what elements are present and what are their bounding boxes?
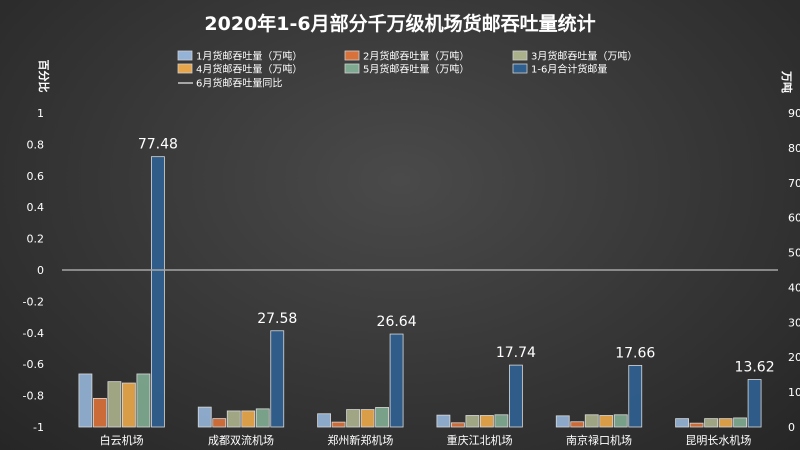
category-labels: 白云机场 成都双流机场 郑州新郑机场 重庆江北机场 南京禄口机场 昆明长水机场 bbox=[100, 433, 752, 447]
category-label: 白云机场 bbox=[100, 433, 144, 447]
legend-label: 5月货邮吞吐量（万吨） bbox=[363, 63, 469, 76]
data-labels: 77.48 27.58 26.64 17.74 17.66 13.62 bbox=[138, 137, 775, 376]
bar bbox=[331, 421, 346, 428]
bar bbox=[689, 422, 704, 428]
right-axis-ticks: 90 80 70 60 50 40 30 20 10 0 bbox=[788, 107, 800, 434]
bar bbox=[78, 373, 93, 428]
left-tick-label: 0.8 bbox=[27, 138, 45, 151]
legend-swatch bbox=[177, 50, 193, 61]
bars bbox=[78, 156, 762, 428]
bar bbox=[494, 414, 509, 428]
bar bbox=[704, 418, 718, 428]
category-label: 重庆江北机场 bbox=[447, 433, 513, 447]
legend-swatch bbox=[344, 50, 360, 61]
right-tick-label: 20 bbox=[788, 351, 800, 364]
right-tick-label: 0 bbox=[788, 421, 795, 434]
left-tick-label: 0.2 bbox=[27, 233, 45, 246]
bar bbox=[509, 364, 523, 428]
bar bbox=[93, 397, 107, 428]
bar bbox=[555, 415, 570, 428]
bar bbox=[675, 418, 689, 428]
bar bbox=[136, 373, 151, 428]
right-tick-label: 40 bbox=[788, 281, 800, 294]
data-label: 13.62 bbox=[735, 359, 775, 375]
left-tick-label: 0.6 bbox=[27, 170, 45, 183]
legend-label: 1月货邮吞吐量（万吨） bbox=[196, 50, 302, 63]
left-tick-label: -1 bbox=[33, 421, 44, 434]
data-label: 26.64 bbox=[377, 314, 417, 330]
legend-swatch bbox=[512, 63, 528, 74]
legend-label: 4月货邮吞吐量（万吨） bbox=[196, 63, 302, 76]
bar bbox=[436, 414, 451, 428]
bar bbox=[733, 417, 747, 428]
bar bbox=[317, 413, 331, 428]
legend-swatch bbox=[177, 63, 193, 74]
left-tick-label: 0 bbox=[37, 264, 44, 277]
data-label: 17.66 bbox=[615, 345, 655, 361]
bar bbox=[465, 415, 480, 428]
right-tick-label: 50 bbox=[788, 247, 800, 260]
right-tick-label: 70 bbox=[788, 177, 800, 190]
right-tick-label: 10 bbox=[788, 386, 800, 399]
left-axis-ticks: 1 0.8 0.6 0.4 0.2 0 -0.2 -0.4 -0.6 -0.8 -1 bbox=[23, 107, 44, 434]
legend-label: 1-6月合计货邮量 bbox=[531, 63, 607, 76]
right-tick-label: 30 bbox=[788, 316, 800, 329]
left-tick-label: 1 bbox=[37, 107, 44, 120]
data-label: 77.48 bbox=[138, 137, 178, 153]
category-label: 成都双流机场 bbox=[208, 433, 274, 447]
bar bbox=[599, 415, 614, 428]
bar bbox=[122, 382, 136, 428]
bar bbox=[570, 421, 585, 428]
bar bbox=[360, 409, 375, 428]
bar bbox=[389, 333, 404, 428]
bar bbox=[107, 381, 122, 428]
bar bbox=[628, 364, 643, 428]
bar bbox=[226, 410, 241, 428]
bar bbox=[197, 406, 212, 428]
left-tick-label: -0.6 bbox=[23, 358, 44, 371]
bar bbox=[270, 330, 285, 428]
bar bbox=[151, 156, 165, 428]
left-axis-title: 百分比 bbox=[37, 60, 51, 93]
left-tick-label: -0.2 bbox=[23, 295, 44, 308]
category-label: 昆明长水机场 bbox=[685, 433, 751, 447]
bar bbox=[480, 415, 494, 428]
category-label: 南京禄口机场 bbox=[566, 433, 632, 447]
bar bbox=[346, 409, 360, 428]
right-tick-label: 60 bbox=[788, 212, 800, 225]
right-axis-title: 万吨 bbox=[780, 70, 794, 93]
legend: 1月货邮吞吐量（万吨） 2月货邮吞吐量（万吨） 3月货邮吞吐量（万吨） 4月货邮吞吐量… bbox=[177, 50, 637, 90]
bar bbox=[241, 410, 256, 428]
data-label: 27.58 bbox=[257, 311, 297, 327]
legend-swatch bbox=[344, 63, 360, 74]
bar bbox=[613, 414, 628, 428]
bar bbox=[375, 407, 389, 428]
legend-label: 2月货邮吞吐量（万吨） bbox=[363, 50, 469, 63]
right-tick-label: 90 bbox=[788, 107, 800, 120]
right-tick-label: 80 bbox=[788, 142, 800, 155]
bar bbox=[255, 408, 270, 428]
data-label: 17.74 bbox=[496, 345, 536, 361]
legend-swatch bbox=[512, 50, 528, 61]
legend-label: 6月货邮吞吐量同比 bbox=[196, 77, 282, 90]
left-tick-label: -0.4 bbox=[23, 327, 44, 340]
bar bbox=[747, 379, 762, 428]
bar bbox=[212, 418, 227, 428]
chart-title: 2020年1-6月部分千万级机场货邮吞吐量统计 bbox=[204, 12, 595, 35]
left-tick-label: -0.8 bbox=[23, 390, 44, 403]
left-tick-label: 0.4 bbox=[27, 201, 45, 214]
bar bbox=[451, 422, 465, 428]
category-label: 郑州新郑机场 bbox=[327, 433, 393, 447]
bar bbox=[718, 418, 733, 428]
bar bbox=[584, 414, 599, 428]
legend-label: 3月货邮吞吐量（万吨） bbox=[531, 50, 637, 63]
